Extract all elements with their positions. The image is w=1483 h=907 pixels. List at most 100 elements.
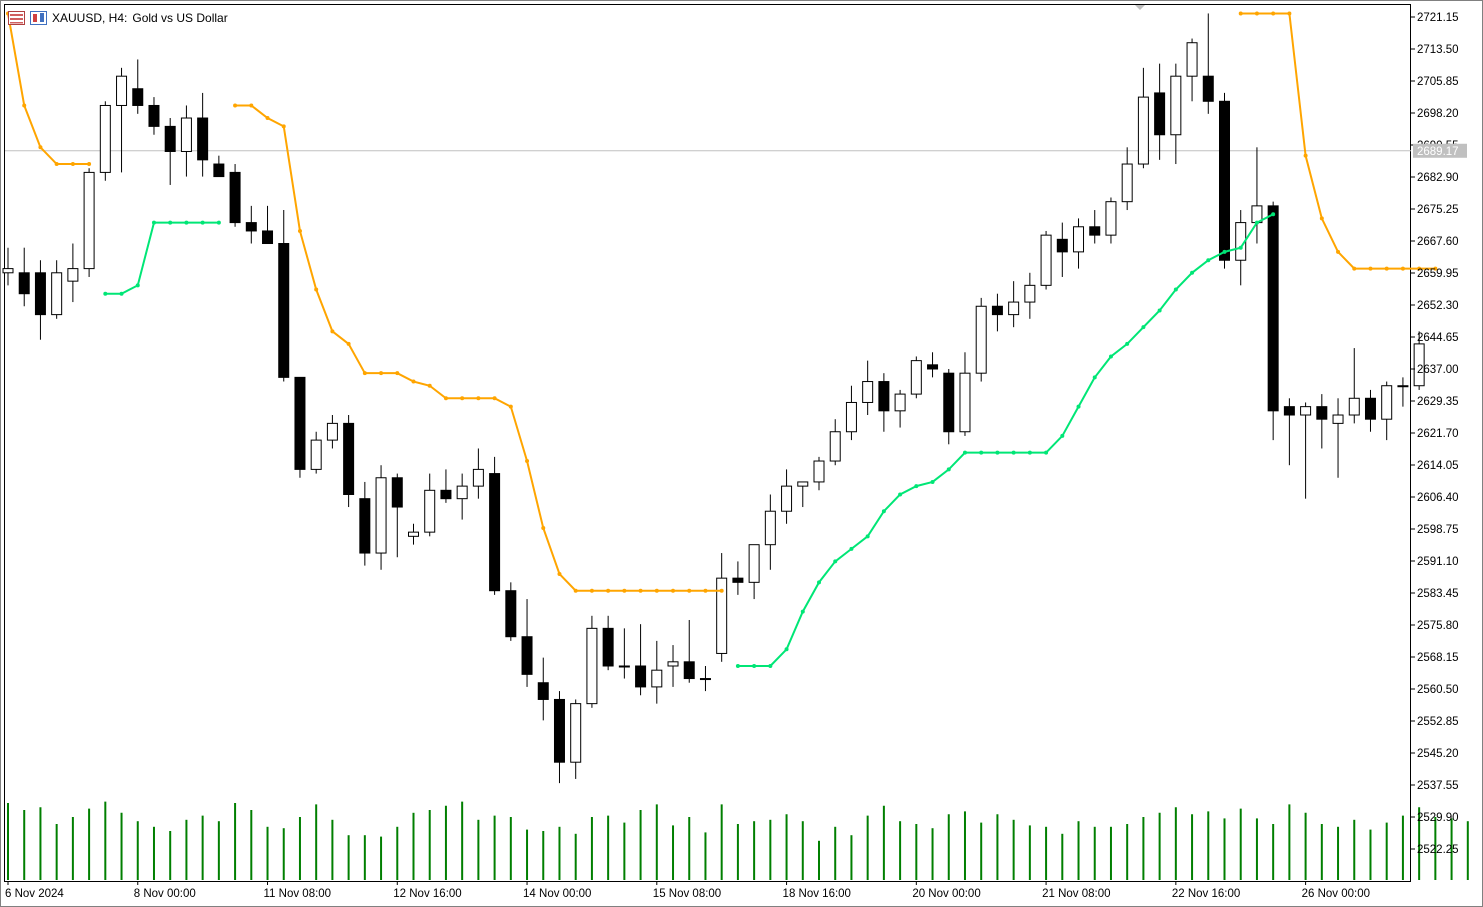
candle-body	[927, 364, 939, 370]
candle-body	[1105, 201, 1117, 236]
candle	[1186, 38, 1198, 102]
symbol-description: Gold vs US Dollar	[132, 11, 228, 25]
price-tick: 2705.85	[1411, 76, 1459, 88]
candle-body	[732, 577, 744, 583]
time-tick: 15 Nov 08:00	[653, 881, 721, 900]
candle	[489, 456, 501, 595]
svg-text:2667.60: 2667.60	[1417, 236, 1459, 248]
svg-text:2522.25: 2522.25	[1417, 844, 1459, 856]
candle	[1137, 67, 1149, 169]
candle-body	[1137, 96, 1149, 165]
upper-band-line	[1240, 12, 1436, 270]
svg-text:2659.95: 2659.95	[1417, 268, 1459, 280]
candle	[910, 356, 922, 399]
price-tick: 2644.65	[1411, 332, 1459, 344]
candle	[1105, 197, 1117, 244]
candle-body	[845, 401, 857, 433]
candle-body	[991, 305, 1003, 316]
svg-text:2606.40: 2606.40	[1417, 492, 1459, 504]
time-tick: 21 Nov 08:00	[1042, 881, 1111, 900]
chart-shift-marker[interactable]	[1135, 5, 1145, 10]
candle-body	[213, 163, 225, 178]
price-tick: 2529.90	[1411, 812, 1459, 824]
time-tick: 22 Nov 16:00	[1172, 881, 1240, 900]
bar-chart-icon[interactable]	[8, 11, 25, 25]
candle-body	[245, 222, 257, 232]
time-tick: 20 Nov 00:00	[912, 881, 981, 900]
current-price-tag: 2689.17	[1413, 143, 1467, 158]
price-tick: 2552.85	[1411, 716, 1459, 728]
candle-body	[667, 661, 679, 667]
candle-body	[1348, 397, 1360, 416]
candle-body	[34, 272, 46, 316]
candle	[391, 473, 403, 558]
price-tick: 2598.75	[1411, 524, 1459, 536]
candle	[310, 431, 322, 474]
candle	[699, 665, 711, 692]
candle-body	[910, 360, 922, 395]
candle	[635, 624, 647, 696]
svg-text:2614.05: 2614.05	[1417, 460, 1459, 472]
candle	[1413, 331, 1425, 390]
candle-body	[67, 268, 79, 282]
price-tick: 2721.15	[1411, 12, 1459, 24]
candle-body	[602, 627, 614, 667]
svg-text:2682.90: 2682.90	[1417, 172, 1459, 184]
candle-body	[148, 104, 160, 127]
time-tick: 18 Nov 16:00	[783, 881, 851, 900]
price-tick: 2606.40	[1411, 492, 1459, 504]
candle	[424, 473, 436, 537]
lower-band-indicator	[103, 212, 1276, 668]
candle	[651, 640, 663, 704]
candle-body	[294, 376, 306, 470]
candle	[683, 619, 695, 683]
symbol-label: XAUUSD, H4:	[52, 11, 128, 25]
candle	[51, 260, 63, 319]
candle	[1040, 230, 1052, 290]
candle	[1316, 394, 1328, 449]
candle	[375, 465, 387, 570]
lower-band-line	[737, 213, 1274, 667]
candle	[618, 628, 630, 679]
candle-chart-icon[interactable]	[30, 11, 47, 25]
candle	[764, 494, 776, 570]
candle	[1364, 389, 1376, 432]
time-tick: 11 Nov 08:00	[264, 881, 331, 900]
time-axis: 6 Nov 2024 8 Nov 00:00 11 Nov 08:00 12 N…	[5, 881, 1370, 900]
candle-body	[1413, 343, 1425, 387]
candle-body	[505, 590, 517, 638]
candle	[197, 92, 209, 177]
candle-body	[570, 703, 582, 763]
candle	[1332, 398, 1344, 478]
candle	[602, 615, 614, 671]
upper-band-line	[235, 104, 722, 592]
candle	[229, 164, 241, 227]
candle-body	[618, 665, 630, 668]
candle	[813, 456, 825, 491]
candle-body	[391, 477, 403, 508]
svg-text:26 Nov 00:00: 26 Nov 00:00	[1302, 888, 1370, 900]
price-tick: 2659.95	[1411, 268, 1459, 280]
candle	[456, 473, 468, 520]
svg-text:21 Nov 08:00: 21 Nov 08:00	[1042, 888, 1110, 900]
candle	[1089, 210, 1101, 244]
candle-body	[326, 422, 338, 441]
price-tick: 2568.15	[1411, 652, 1459, 664]
candle	[132, 59, 144, 114]
price-tick: 2652.30	[1411, 300, 1459, 312]
candle-body	[829, 431, 841, 462]
candle-body	[635, 665, 647, 688]
candle	[262, 205, 274, 245]
candle	[116, 67, 128, 173]
svg-text:2552.85: 2552.85	[1417, 716, 1459, 728]
candle-body	[1024, 284, 1036, 303]
candle-body	[764, 510, 776, 546]
svg-text:2583.45: 2583.45	[1417, 588, 1459, 600]
candle-body	[748, 544, 760, 583]
svg-text:2713.50: 2713.50	[1417, 44, 1459, 56]
svg-text:2598.75: 2598.75	[1417, 524, 1459, 536]
candle-body	[959, 372, 971, 433]
